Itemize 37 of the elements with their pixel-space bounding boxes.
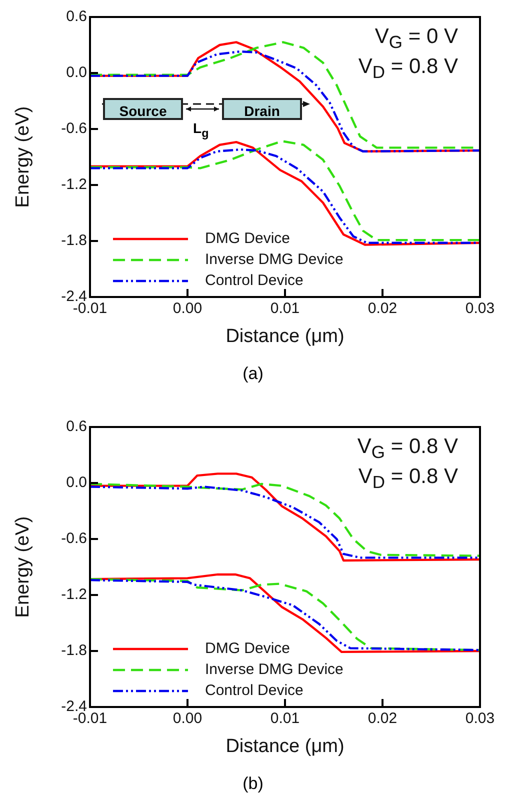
y-axis-title: Energy (eV)	[12, 106, 34, 208]
x-tick-label: 0.00	[172, 300, 202, 318]
y-tick-label: 0.0	[66, 474, 87, 492]
legend-label: DMG Device	[205, 230, 290, 248]
annotation: V$_{D}$ = 0.8 V	[358, 55, 458, 84]
y-tick-label: -1.8	[61, 642, 87, 660]
legend-label: Control Device	[205, 682, 304, 700]
annotation: Source	[103, 98, 183, 120]
y-tick-label: 0.6	[66, 418, 87, 436]
annotation: L$_{g}$	[193, 120, 209, 140]
text: (b)	[242, 774, 264, 794]
legend-label: Inverse DMG Device	[205, 661, 344, 678]
legend-label: DMG Device	[205, 640, 290, 658]
y-tick-label: -0.6	[61, 120, 87, 138]
y-tick-label: -1.2	[61, 586, 87, 604]
legend-label: Inverse DMG Device	[205, 251, 344, 268]
annotation: V$_{G}$ = 0.8 V	[357, 435, 458, 464]
y-tick-label: 0.6	[66, 8, 87, 26]
x-tick-label: 0.01	[270, 300, 300, 318]
y-tick-label: -1.2	[61, 176, 87, 194]
x-tick-label: 0.01	[270, 710, 300, 728]
y-axis-title: Energy (eV)	[12, 516, 34, 618]
y-tick-label: -0.6	[61, 530, 87, 548]
x-axis-title: Distance (μm)	[226, 326, 344, 347]
legend-label: Control Device	[205, 272, 304, 290]
annotation: Drain	[222, 98, 302, 120]
x-axis-title: Distance (μm)	[226, 736, 344, 757]
x-tick-label: 0.00	[172, 710, 202, 728]
y-tick-label: 0.0	[66, 64, 87, 82]
y-tick-label: -1.8	[61, 232, 87, 250]
x-tick-label: 0.03	[465, 300, 495, 318]
x-tick-label: 0.02	[368, 710, 398, 728]
x-tick-label: 0.03	[465, 710, 495, 728]
text: (a)	[242, 364, 264, 384]
annotation: V$_{D}$ = 0.8 V	[358, 465, 458, 494]
annotation: V$_{G}$ = 0 V	[374, 25, 458, 54]
x-tick-label: 0.02	[368, 300, 398, 318]
